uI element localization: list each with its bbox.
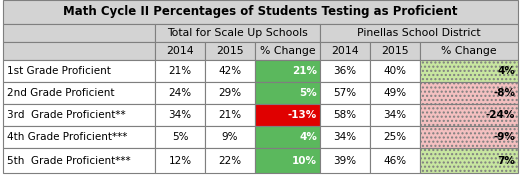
Bar [420, 148, 518, 173]
Text: -24%: -24% [486, 110, 515, 120]
Text: 57%: 57% [333, 88, 356, 98]
Bar [255, 60, 320, 82]
Text: % Change: % Change [259, 46, 315, 56]
Bar [420, 104, 518, 126]
Text: 10%: 10% [292, 156, 317, 165]
Text: 9%: 9% [222, 132, 238, 142]
Bar [155, 126, 205, 148]
Text: 24%: 24% [168, 88, 192, 98]
Text: 1st Grade Proficient: 1st Grade Proficient [7, 66, 111, 76]
Text: 4%: 4% [497, 66, 515, 76]
Text: 3rd  Grade Proficient**: 3rd Grade Proficient** [7, 110, 126, 120]
Bar [155, 42, 205, 60]
Text: 5%: 5% [299, 88, 317, 98]
Text: -8%: -8% [493, 88, 515, 98]
Text: 5%: 5% [172, 132, 188, 142]
Text: 21%: 21% [218, 110, 242, 120]
Bar [205, 60, 255, 82]
Bar [370, 126, 420, 148]
Bar [3, 24, 155, 42]
Text: % Change: % Change [441, 46, 497, 56]
Bar [320, 126, 370, 148]
Bar [420, 126, 518, 148]
Bar [320, 104, 370, 126]
Bar [370, 104, 420, 126]
Bar [3, 148, 155, 173]
Bar [3, 0, 518, 24]
Text: 2015: 2015 [216, 46, 244, 56]
Text: 4th Grade Proficient***: 4th Grade Proficient*** [7, 132, 127, 142]
Text: 29%: 29% [218, 88, 242, 98]
Text: 12%: 12% [168, 156, 192, 165]
Bar [155, 148, 205, 173]
Bar [205, 82, 255, 104]
Bar [320, 42, 370, 60]
Text: 2nd Grade Proficient: 2nd Grade Proficient [7, 88, 115, 98]
Text: 34%: 34% [168, 110, 192, 120]
Text: 4%: 4% [299, 132, 317, 142]
Text: 58%: 58% [333, 110, 356, 120]
Text: 21%: 21% [292, 66, 317, 76]
Bar [320, 148, 370, 173]
Text: 42%: 42% [218, 66, 242, 76]
Text: 39%: 39% [333, 156, 356, 165]
Bar [370, 42, 420, 60]
Bar [255, 126, 320, 148]
Bar [155, 60, 205, 82]
Bar [255, 42, 320, 60]
Text: 46%: 46% [383, 156, 406, 165]
Text: -9%: -9% [493, 132, 515, 142]
Text: 21%: 21% [168, 66, 192, 76]
Text: 2015: 2015 [381, 46, 409, 56]
Bar [3, 126, 155, 148]
Bar [320, 24, 518, 42]
Text: 40%: 40% [383, 66, 406, 76]
Text: 49%: 49% [383, 88, 406, 98]
Bar [420, 42, 518, 60]
Text: -13%: -13% [288, 110, 317, 120]
Text: 5th  Grade Proficient***: 5th Grade Proficient*** [7, 156, 131, 165]
Bar [370, 82, 420, 104]
Text: 7%: 7% [497, 156, 515, 165]
Bar [320, 60, 370, 82]
Bar [155, 104, 205, 126]
Bar [320, 82, 370, 104]
Text: 36%: 36% [333, 66, 356, 76]
Bar [3, 82, 155, 104]
Bar [155, 82, 205, 104]
Bar [3, 104, 155, 126]
Bar [3, 42, 155, 60]
Text: 2014: 2014 [331, 46, 359, 56]
Text: 25%: 25% [383, 132, 406, 142]
Bar [255, 82, 320, 104]
Bar [205, 148, 255, 173]
Bar [370, 148, 420, 173]
Bar [155, 24, 320, 42]
Bar [420, 82, 518, 104]
Text: 22%: 22% [218, 156, 242, 165]
Bar [420, 60, 518, 82]
Bar [3, 60, 155, 82]
Bar [205, 104, 255, 126]
Bar [205, 126, 255, 148]
Text: Pinellas School District: Pinellas School District [357, 28, 481, 38]
Text: 2014: 2014 [166, 46, 194, 56]
Text: Math Cycle II Percentages of Students Testing as Proficient: Math Cycle II Percentages of Students Te… [63, 5, 458, 18]
Bar [255, 148, 320, 173]
Bar [370, 60, 420, 82]
Bar [255, 104, 320, 126]
Bar [205, 42, 255, 60]
Text: 34%: 34% [333, 132, 356, 142]
Text: Total for Scale Up Schools: Total for Scale Up Schools [167, 28, 308, 38]
Text: 34%: 34% [383, 110, 406, 120]
